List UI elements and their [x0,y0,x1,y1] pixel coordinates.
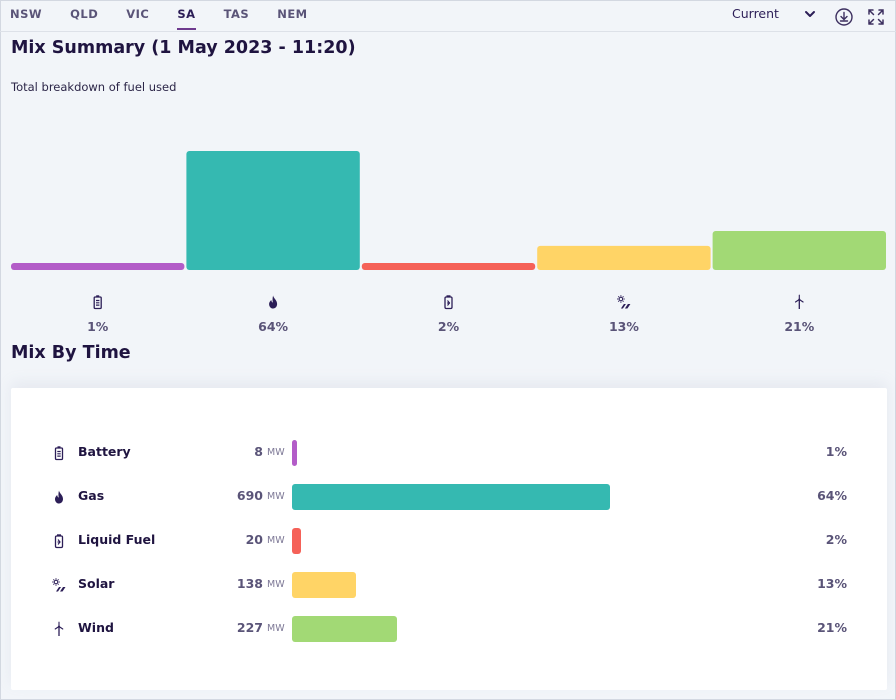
summary-bar-wind[interactable] [712,230,886,270]
fuel-percent: 1% [825,444,847,459]
tab-vic[interactable]: VIC [126,7,150,21]
fuel-bar [292,440,297,466]
mix-summary-subtitle: Total breakdown of fuel used [11,80,177,94]
flame-icon [55,490,63,504]
fuel-percent: 13% [817,576,847,591]
period-select[interactable]: Current [732,6,817,21]
fuel-mw-value: 227 [236,620,263,635]
summary-bar-liquid-fuel[interactable] [361,263,536,270]
nav-divider [0,31,896,32]
fuel-can-icon [444,295,453,310]
fuel-mw-unit: MW [267,491,285,502]
summary-value-label: 21% [784,319,814,334]
fuel-percent: 2% [825,532,847,547]
chevron-down-icon [804,10,815,17]
solar-icon [52,578,66,592]
summary-value-label: 13% [609,319,639,334]
fuel-mw-value: 138 [236,576,263,591]
fuel-name: Wind [78,620,114,635]
region-nav: NSW QLD VIC SA TAS NEM Current [0,0,896,32]
region-tabs: NSW QLD VIC SA TAS NEM [10,0,336,32]
mix-summary-title: Mix Summary (1 May 2023 - 11:20) [11,38,356,58]
fuel-mw-unit: MW [267,623,285,634]
summary-bar-solar[interactable] [537,245,711,270]
fuel-row-liquid-fuel[interactable]: Liquid Fuel 20 MW 2% [11,528,887,554]
wind-turbine-icon [54,621,64,636]
fullscreen-icon[interactable] [866,7,886,27]
fuel-row-gas[interactable]: Gas 690 MW 64% [11,484,887,510]
summary-value-label: 64% [258,319,288,334]
tab-qld[interactable]: QLD [70,7,99,21]
fuel-row-wind[interactable]: Wind 227 MW 21% [11,616,887,642]
fuel-row-solar[interactable]: Solar 138 MW 13% [11,572,887,598]
battery-icon [93,295,102,310]
mix-by-time-card: Battery 8 MW 1% Gas 690 MW 64% Liquid Fuel 20 MW 2%… [11,388,887,690]
wind-turbine-icon [794,294,804,309]
fuel-mw-unit: MW [267,579,285,590]
fuel-can-icon [54,534,64,549]
period-select-value: Current [732,6,779,21]
download-icon[interactable] [834,7,854,27]
fuel-bar [292,484,610,510]
summary-value-label: 1% [87,319,109,334]
solar-icon [617,295,631,309]
fuel-percent: 64% [817,488,847,503]
fuel-mw-unit: MW [267,447,285,458]
fuel-bar [292,616,397,642]
battery-icon [54,446,64,461]
summary-bar-gas[interactable] [186,151,360,270]
mix-summary-chart: 1% 64% 2% 13% 21% [11,151,886,334]
fuel-percent: 21% [817,620,847,635]
summary-bar-battery[interactable] [11,263,185,270]
fuel-name: Gas [78,488,105,503]
fuel-name: Battery [78,444,131,459]
fuel-bar [292,528,302,554]
mix-by-time-title: Mix By Time [11,343,131,363]
fuel-mw-value: 690 [236,488,263,503]
tab-nsw[interactable]: NSW [10,7,43,21]
flame-icon [269,295,278,309]
fuel-mw-unit: MW [267,535,285,546]
tab-tas[interactable]: TAS [223,7,250,21]
tab-sa[interactable]: SA [177,0,196,30]
summary-value-label: 2% [438,319,460,334]
fuel-name: Liquid Fuel [78,532,156,547]
fuel-name: Solar [78,576,115,591]
fuel-mw-value: 8 [254,444,263,459]
fuel-bar [292,572,356,598]
fuel-mw-value: 20 [245,532,263,547]
fuel-row-battery[interactable]: Battery 8 MW 1% [11,440,887,466]
tab-nem[interactable]: NEM [277,7,308,21]
